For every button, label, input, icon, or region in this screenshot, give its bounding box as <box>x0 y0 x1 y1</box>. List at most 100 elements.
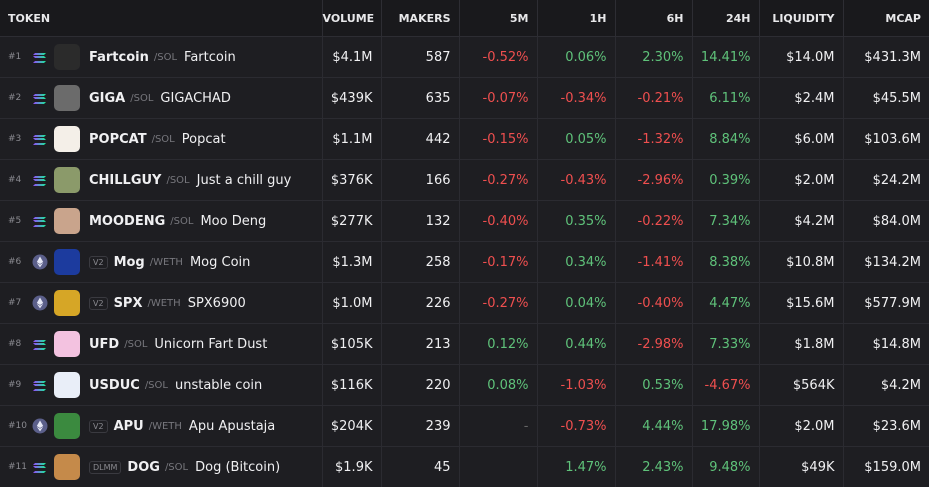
price-change: -0.52% <box>458 36 537 78</box>
token-cell: #8 UFD/SOL Unicorn Fart Dust <box>0 323 322 365</box>
price-change: -4.67% <box>691 364 759 406</box>
header-24h[interactable]: 24H <box>691 0 759 37</box>
header-5m[interactable]: 5M <box>458 0 537 37</box>
price-change: -1.41% <box>614 241 692 283</box>
price-change: -0.34% <box>536 77 615 119</box>
token-cell: #4 CHILLGUY/SOL Just a chill guy <box>0 159 322 201</box>
chain-icon <box>32 295 48 311</box>
quote-symbol: /SOL <box>130 92 154 104</box>
dex-badge: DLMM <box>89 460 122 474</box>
price-change: -0.21% <box>614 77 692 119</box>
price-change: - <box>458 405 537 447</box>
makers: 226 <box>380 282 459 324</box>
dex-badge: V2 <box>89 419 108 433</box>
price-change: -2.98% <box>614 323 692 365</box>
price-change: -0.40% <box>614 282 692 324</box>
volume: $204K <box>321 405 381 447</box>
quote-symbol: /WETH <box>148 420 182 432</box>
token-image <box>54 208 80 234</box>
token-name: Unicorn Fart Dust <box>154 336 268 352</box>
token-image <box>54 331 80 357</box>
header-liquidity[interactable]: LIQUIDITY <box>758 0 843 37</box>
token-info: #3 POPCAT/SOL Popcat <box>8 126 314 152</box>
market-cap: $134.2M <box>842 241 929 283</box>
chain-icon <box>32 254 48 270</box>
price-change: 9.48% <box>691 446 759 487</box>
price-change: 0.39% <box>691 159 759 201</box>
price-change: 8.38% <box>691 241 759 283</box>
token-image <box>54 85 80 111</box>
market-cap: $45.5M <box>842 77 929 119</box>
makers: 442 <box>380 118 459 160</box>
price-change: -0.43% <box>536 159 615 201</box>
token-symbol: USDUC <box>89 377 140 393</box>
price-change: 0.04% <box>536 282 615 324</box>
quote-symbol: /WETH <box>149 256 183 268</box>
liquidity: $4.2M <box>758 200 843 242</box>
header-mcap[interactable]: MCAP <box>842 0 929 37</box>
price-change: 0.08% <box>458 364 537 406</box>
token-image <box>54 413 80 439</box>
price-change: -0.15% <box>458 118 537 160</box>
price-change: -0.07% <box>458 77 537 119</box>
dex-badge: V2 <box>89 296 108 310</box>
rank: #8 <box>8 339 22 349</box>
rank: #11 <box>8 462 27 472</box>
chain-icon <box>32 172 48 188</box>
token-row[interactable]: #10 V2 APU/WETH Apu Apustaja $204K 239- -0.73%… <box>0 405 929 447</box>
token-row[interactable]: #5 MOODENG/SOL Moo Deng $277K 132 -0.40% 0.35%… <box>0 200 929 242</box>
token-info: #11 DLMM DOG/SOL Dog (Bitcoin) <box>8 454 314 480</box>
volume: $277K <box>321 200 381 242</box>
chain-icon <box>32 418 48 434</box>
token-cell: #3 POPCAT/SOL Popcat <box>0 118 322 160</box>
token-row[interactable]: #9 USDUC/SOL unstable coin $116K 220 0.08% -1.… <box>0 364 929 406</box>
chain-icon <box>32 90 48 106</box>
price-change: 4.44% <box>614 405 692 447</box>
price-change: -2.96% <box>614 159 692 201</box>
header-volume[interactable]: VOLUME <box>321 0 381 37</box>
header-token[interactable]: TOKEN <box>0 0 322 37</box>
token-row[interactable]: #8 UFD/SOL Unicorn Fart Dust $105K 213 0.12% 0… <box>0 323 929 365</box>
liquidity: $564K <box>758 364 843 406</box>
price-change: -0.17% <box>458 241 537 283</box>
token-name: Mog Coin <box>189 254 251 270</box>
token-info: #5 MOODENG/SOL Moo Deng <box>8 208 314 234</box>
token-row[interactable]: #6 V2 Mog/WETH Mog Coin $1.3M 258 -0.17% 0.34% -… <box>0 241 929 283</box>
token-info: #4 CHILLGUY/SOL Just a chill guy <box>8 167 314 193</box>
rank: #7 <box>8 298 22 308</box>
rank: #9 <box>8 380 22 390</box>
token-row[interactable]: #2 GIGA/SOL GIGACHAD $439K 635 -0.07% -0.34% -0… <box>0 77 929 119</box>
token-cell: #11 DLMM DOG/SOL Dog (Bitcoin) <box>0 446 322 487</box>
price-change: 0.44% <box>536 323 615 365</box>
token-row[interactable]: #7 V2 SPX/WETH SPX6900 $1.0M 226 -0.27% 0.04% -0… <box>0 282 929 324</box>
token-name: Apu Apustaja <box>188 418 276 434</box>
price-change: 2.30% <box>614 36 692 78</box>
header-6h[interactable]: 6H <box>614 0 692 37</box>
makers: 239 <box>380 405 459 447</box>
makers: 213 <box>380 323 459 365</box>
token-row[interactable]: #11 DLMM DOG/SOL Dog (Bitcoin) $1.9K 45 1.47% 2… <box>0 446 929 487</box>
price-change: 14.41% <box>691 36 759 78</box>
volume: $1.3M <box>321 241 381 283</box>
quote-symbol: /SOL <box>151 133 175 145</box>
table-body: #1 Fartcoin/SOL Fartcoin $4.1M 587 -0.52% 0.06… <box>0 36 929 487</box>
token-image <box>54 454 80 480</box>
token-info: #6 V2 Mog/WETH Mog Coin <box>8 249 314 275</box>
chain-icon <box>32 377 48 393</box>
chain-icon <box>32 459 48 475</box>
header-makers[interactable]: MAKERS <box>380 0 459 37</box>
token-info: #7 V2 SPX/WETH SPX6900 <box>8 290 314 316</box>
token-row[interactable]: #3 POPCAT/SOL Popcat $1.1M 442 -0.15% 0.05% -1.… <box>0 118 929 160</box>
token-cell: #1 Fartcoin/SOL Fartcoin <box>0 36 322 78</box>
liquidity: $2.0M <box>758 405 843 447</box>
price-change: -1.03% <box>536 364 615 406</box>
token-image <box>54 290 80 316</box>
volume: $116K <box>321 364 381 406</box>
price-change: 0.35% <box>536 200 615 242</box>
token-row[interactable]: #1 Fartcoin/SOL Fartcoin $4.1M 587 -0.52% 0.06… <box>0 36 929 78</box>
quote-symbol: /SOL <box>164 461 189 473</box>
token-row[interactable]: #4 CHILLGUY/SOL Just a chill guy $376K 166 -0… <box>0 159 929 201</box>
header-1h[interactable]: 1H <box>536 0 615 37</box>
rank: #3 <box>8 134 22 144</box>
